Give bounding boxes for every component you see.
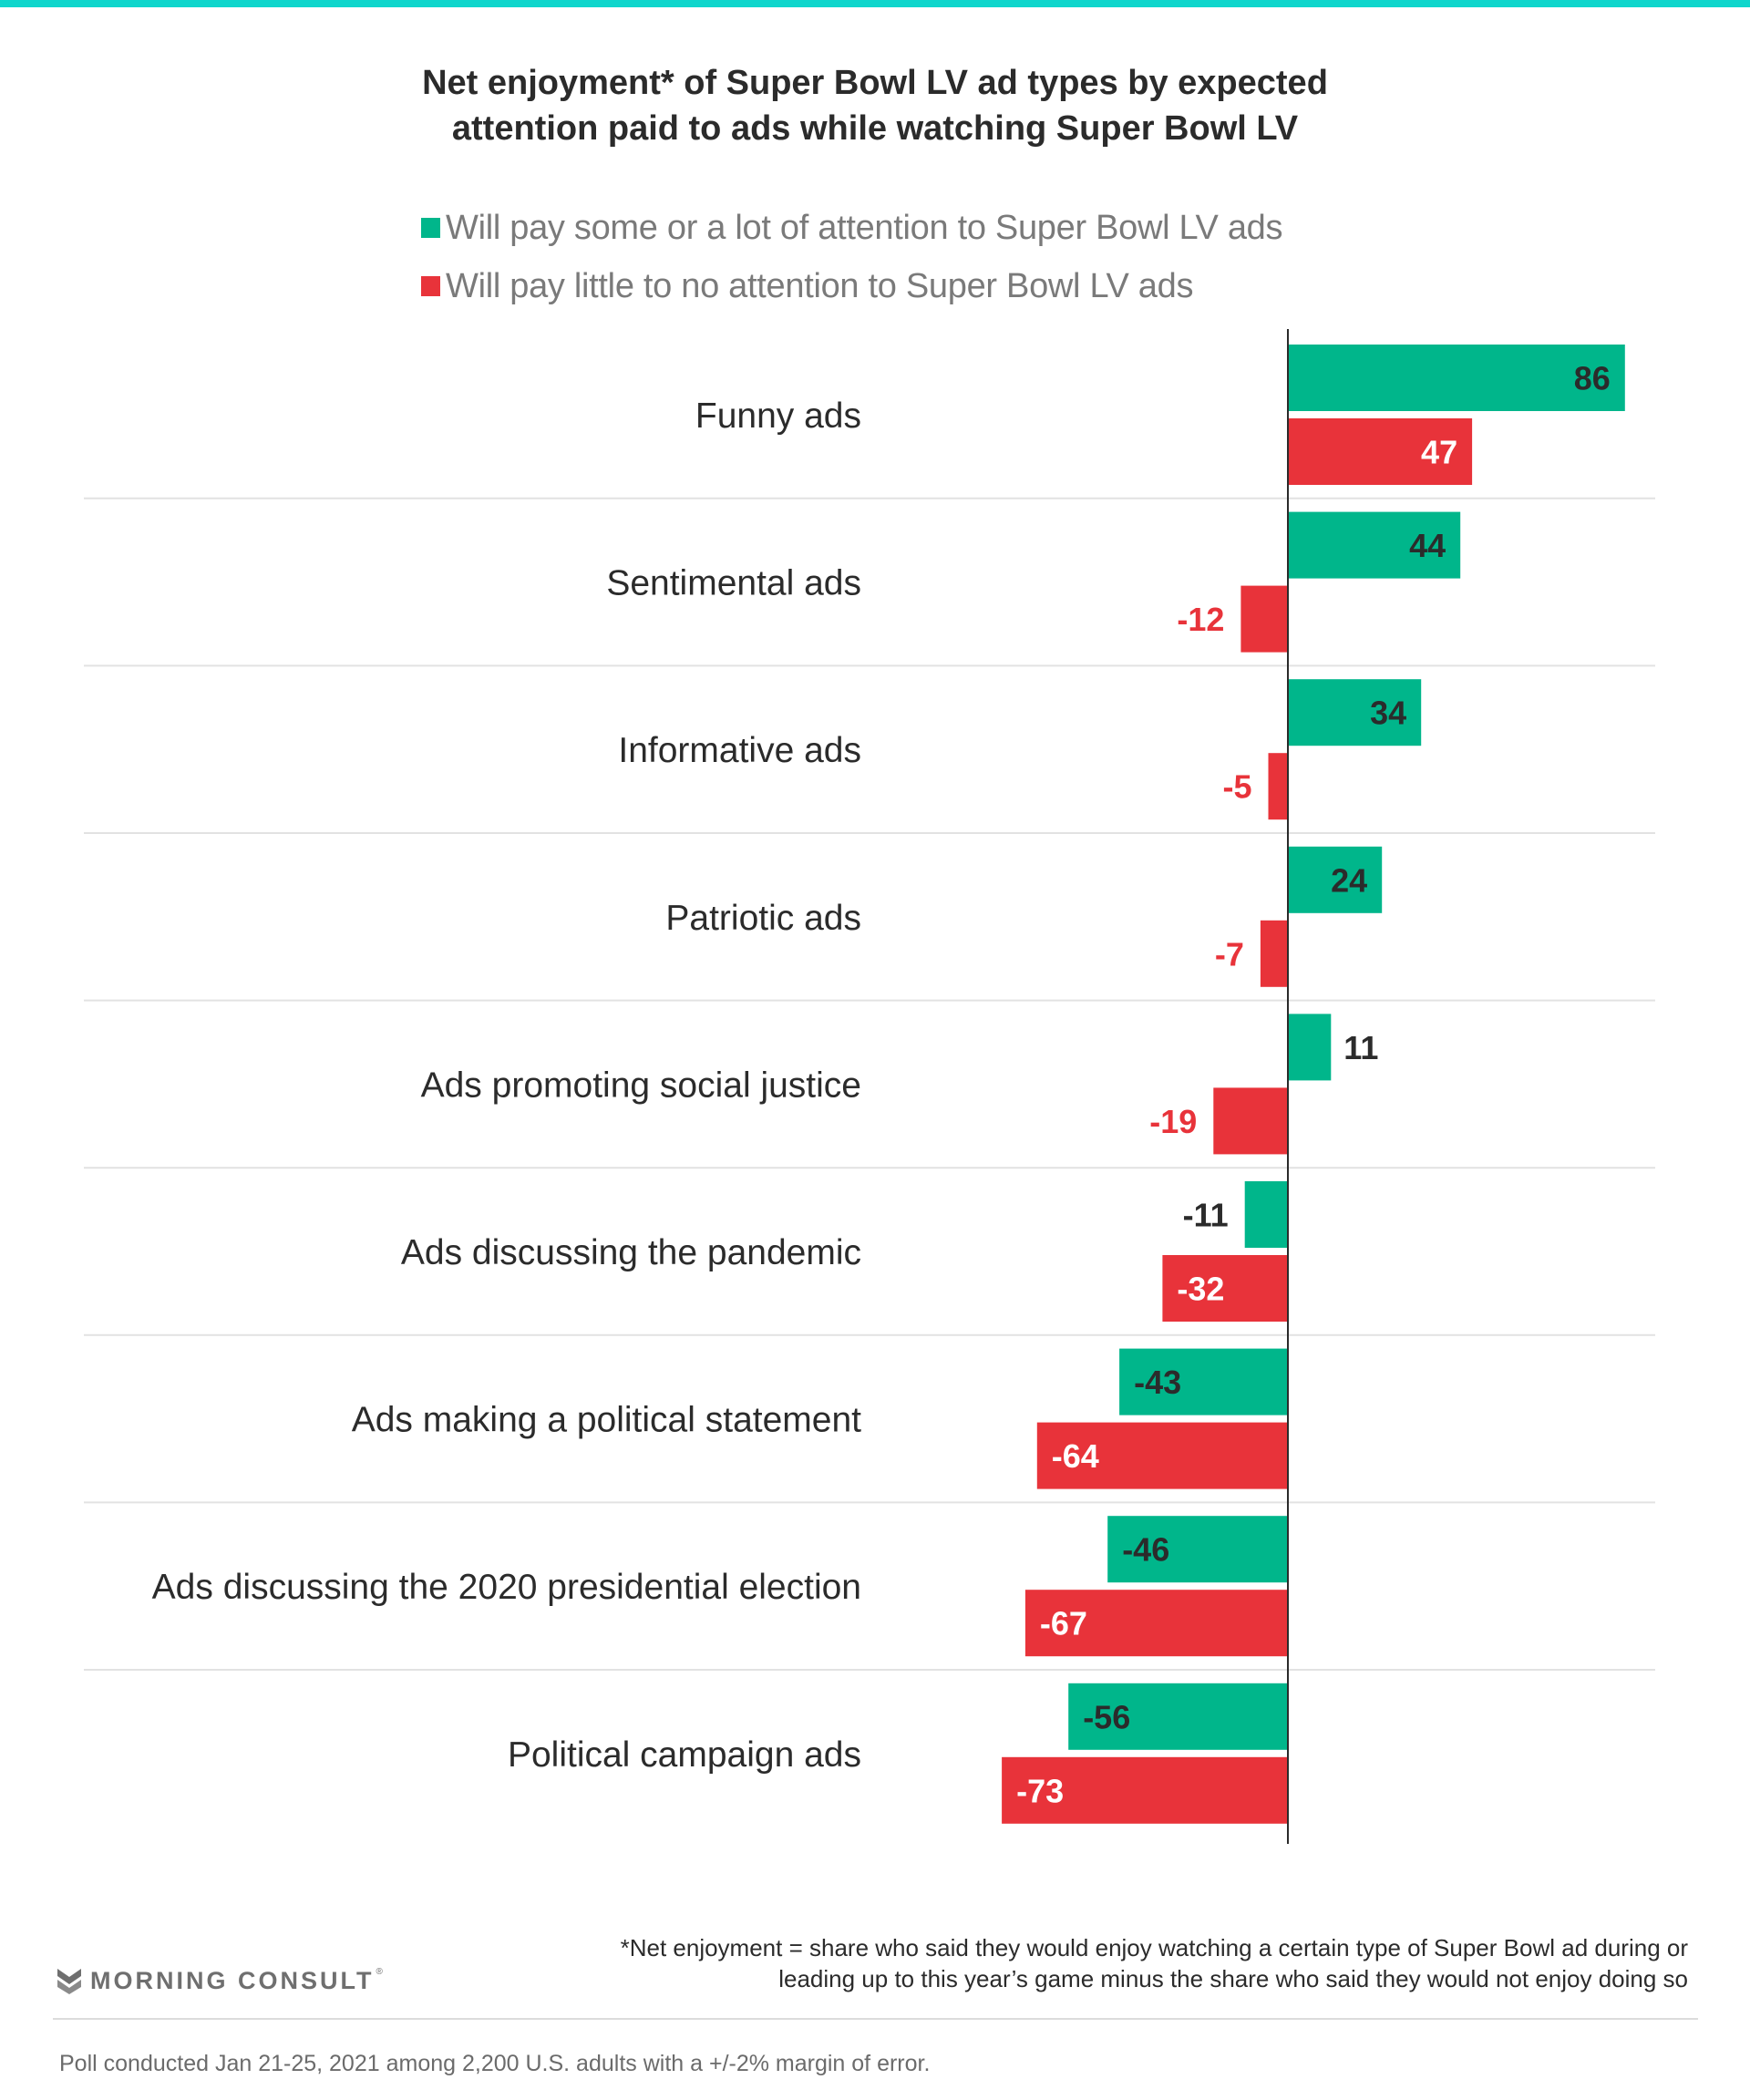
value-label: 47	[1421, 434, 1457, 471]
value-label: -5	[1222, 768, 1251, 806]
bar-attention	[1288, 846, 1383, 913]
legend-label: Will pay little to no attention to Super…	[446, 266, 1194, 305]
morning-consult-logo: MORNING CONSULT ®	[57, 1967, 383, 1995]
category-label: Informative ads	[618, 731, 861, 770]
value-label: 24	[1331, 861, 1367, 899]
value-label: -67	[1040, 1605, 1087, 1642]
bar-little-attention	[1036, 1422, 1288, 1489]
footnote-line-1: *Net enjoyment = share who said they wou…	[620, 1934, 1688, 1961]
category-label: Ads promoting social justice	[421, 1065, 861, 1105]
value-label: -7	[1215, 935, 1244, 973]
bar-little-attention	[1024, 1590, 1288, 1657]
bar-attention	[1288, 345, 1625, 411]
category-label: Ads discussing the 2020 presidential ele…	[152, 1568, 861, 1607]
legend-label: Will pay some or a lot of attention to S…	[446, 208, 1283, 247]
bar-little-attention	[1002, 1756, 1288, 1824]
bar-attention	[1119, 1348, 1288, 1415]
bar-attention	[1288, 511, 1461, 579]
morning-consult-logo-icon	[57, 1968, 81, 1994]
legend: Will pay some or a lot of attention to S…	[421, 199, 1283, 315]
bar-attention	[1068, 1683, 1288, 1750]
bar-little-attention	[1240, 585, 1288, 653]
bar-attention	[1244, 1181, 1288, 1248]
value-label: 34	[1370, 695, 1406, 732]
legend-swatch-green	[421, 218, 440, 238]
value-label: -46	[1122, 1531, 1169, 1569]
bar-attention	[1288, 1014, 1332, 1081]
chart-title: Net enjoyment* of Super Bowl LV ad types…	[0, 60, 1750, 151]
bar-little-attention	[1288, 418, 1473, 485]
poll-note: Poll conducted Jan 21-25, 2021 among 2,2…	[59, 2051, 931, 2076]
value-label: -43	[1134, 1364, 1181, 1401]
category-label: Ads making a political statement	[352, 1401, 861, 1440]
footnote: *Net enjoyment = share who said they wou…	[621, 1932, 1688, 1994]
category-label: Patriotic ads	[665, 899, 861, 938]
value-label: -56	[1083, 1698, 1130, 1735]
bar-little-attention	[1213, 1087, 1288, 1155]
value-label: -64	[1052, 1437, 1099, 1475]
legend-item-little-attention: Will pay little to no attention to Super…	[421, 257, 1282, 315]
value-label: -12	[1177, 601, 1224, 638]
category-label: Ads discussing the pandemic	[401, 1233, 861, 1272]
category-label: Sentimental ads	[606, 564, 861, 603]
registered-mark: ®	[376, 1967, 383, 1977]
value-label: -19	[1149, 1103, 1197, 1140]
value-label: 44	[1409, 527, 1446, 564]
value-label: -11	[1183, 1197, 1229, 1234]
legend-swatch-red	[421, 276, 440, 296]
value-label: -73	[1016, 1772, 1064, 1809]
value-label: -32	[1177, 1271, 1224, 1308]
value-label: 86	[1574, 360, 1611, 397]
footnote-line-2: leading up to this year’s game minus the…	[778, 1965, 1688, 1992]
category-label: Political campaign ads	[508, 1735, 861, 1775]
accent-top-bar	[0, 0, 1750, 7]
bar-little-attention	[1260, 920, 1288, 987]
bar-attention	[1107, 1516, 1288, 1583]
brand-name: MORNING CONSULT	[90, 1967, 375, 1994]
bar-little-attention	[1162, 1255, 1288, 1322]
value-label: 11	[1343, 1029, 1378, 1066]
bar-attention	[1288, 679, 1422, 746]
chart-title-line-1: Net enjoyment* of Super Bowl LV ad types…	[422, 64, 1328, 102]
category-label: Funny ads	[695, 396, 861, 436]
legend-item-attention: Will pay some or a lot of attention to S…	[421, 199, 1283, 257]
bar-little-attention	[1268, 753, 1288, 820]
chart-title-line-2: attention paid to ads while watching Sup…	[451, 109, 1299, 148]
footer-divider	[53, 2018, 1698, 2020]
